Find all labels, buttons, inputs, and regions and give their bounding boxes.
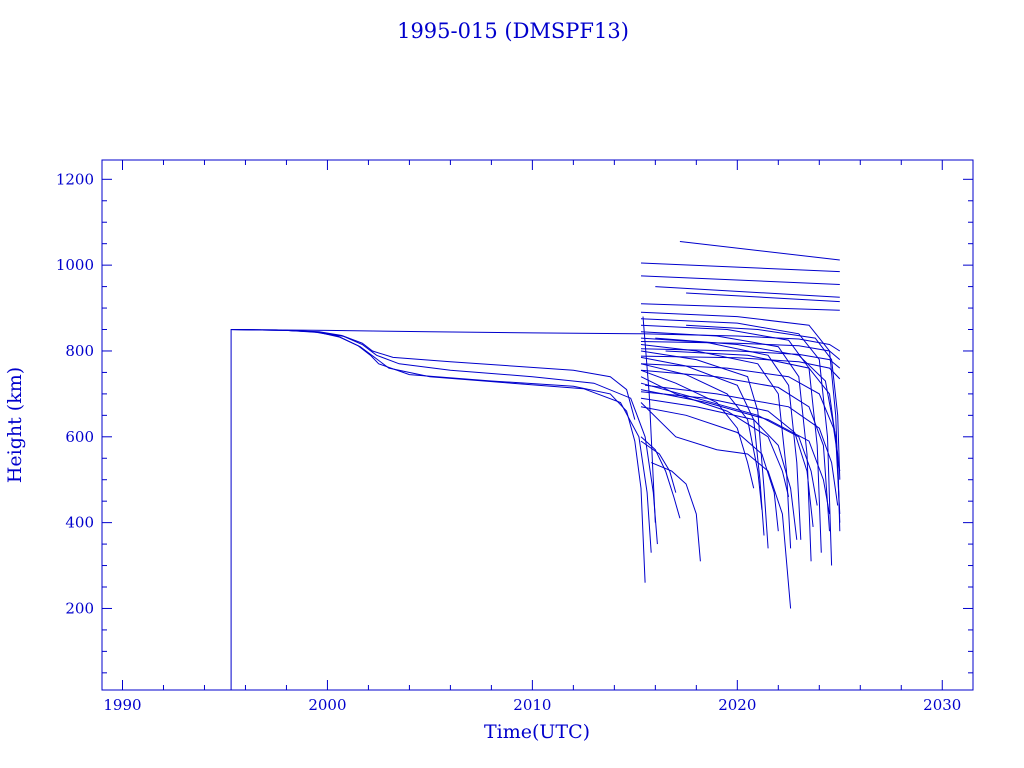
plot-frame: [101, 159, 974, 691]
series-line: [642, 316, 656, 523]
series-line: [640, 363, 763, 510]
series-line: [231, 329, 652, 553]
series-line: [640, 275, 840, 285]
chart-title: 1995-015 (DMSPF13): [397, 19, 629, 43]
series-line: [640, 355, 841, 380]
y-tick-label: 800: [65, 342, 94, 360]
series-line: [665, 350, 841, 532]
y-axis-label: Height (km): [4, 367, 26, 483]
x-tick-label: 2030: [923, 696, 961, 714]
x-axis-label: Time(UTC): [484, 721, 590, 743]
series-line: [640, 363, 841, 472]
series-line: [231, 329, 636, 420]
x-tick-label: 1990: [103, 696, 141, 714]
series-line: [640, 389, 830, 515]
series-line: [640, 350, 769, 549]
series-line: [640, 402, 792, 609]
series-line: [230, 328, 646, 690]
series-line: [640, 337, 802, 540]
series-line: [640, 391, 814, 527]
series-line: [640, 440, 677, 493]
series-line: [640, 341, 841, 360]
series-line: [686, 324, 841, 480]
series-line: [686, 292, 840, 303]
axis-ticks: 1990 2000 2010 2020 2030 200 400 600 800 1000 1200: [56, 160, 973, 714]
series-line: [651, 462, 701, 562]
y-tick-label: 1000: [56, 256, 94, 274]
series-line: [679, 241, 840, 261]
series-line: [645, 384, 839, 506]
series-line: [640, 369, 830, 532]
y-tick-label: 1200: [56, 170, 94, 188]
series-group: [230, 241, 841, 690]
series-line: [640, 376, 790, 498]
series-line: [640, 303, 840, 311]
series-line: [640, 436, 681, 519]
y-tick-label: 400: [65, 514, 94, 532]
series-line: [640, 356, 765, 536]
y-tick-label: 600: [65, 428, 94, 446]
series-line: [640, 382, 818, 506]
series-line: [640, 331, 812, 562]
y-tick-label: 200: [65, 599, 94, 617]
x-tick-label: 2010: [513, 696, 551, 714]
series-line: [640, 369, 755, 489]
series-line: [640, 318, 833, 566]
x-tick-label: 2020: [718, 696, 756, 714]
series-line: [640, 348, 841, 369]
series-line: [640, 406, 779, 532]
series-line: [640, 397, 798, 540]
series-line: [640, 311, 841, 523]
series-line: [640, 333, 841, 352]
series-line: [640, 262, 840, 273]
series-line: [640, 344, 792, 549]
series-line: [655, 286, 840, 298]
x-tick-label: 2000: [308, 696, 346, 714]
series-line: [231, 329, 642, 335]
